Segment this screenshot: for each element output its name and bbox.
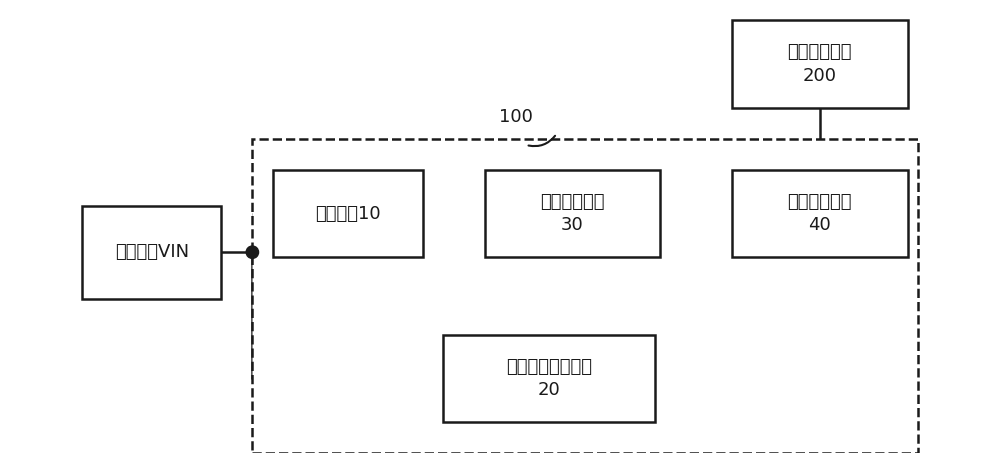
Text: 输入信号VIN: 输入信号VIN xyxy=(115,243,189,261)
Text: 信号转换支路
40: 信号转换支路 40 xyxy=(788,193,852,234)
Bar xyxy=(443,335,655,422)
Circle shape xyxy=(246,246,259,258)
Bar xyxy=(732,20,908,108)
Text: 电光转换模块
200: 电光转换模块 200 xyxy=(788,43,852,85)
Text: 信号复合支路
30: 信号复合支路 30 xyxy=(540,193,604,234)
Bar xyxy=(252,139,918,453)
FancyArrowPatch shape xyxy=(529,136,555,146)
Text: 耦合支路10: 耦合支路10 xyxy=(315,205,381,223)
Text: 100: 100 xyxy=(499,109,532,126)
Bar xyxy=(82,206,221,299)
Text: 低频信号处理支路
20: 低频信号处理支路 20 xyxy=(506,358,592,399)
Bar xyxy=(485,169,660,257)
Bar xyxy=(273,169,423,257)
Bar xyxy=(732,169,908,257)
